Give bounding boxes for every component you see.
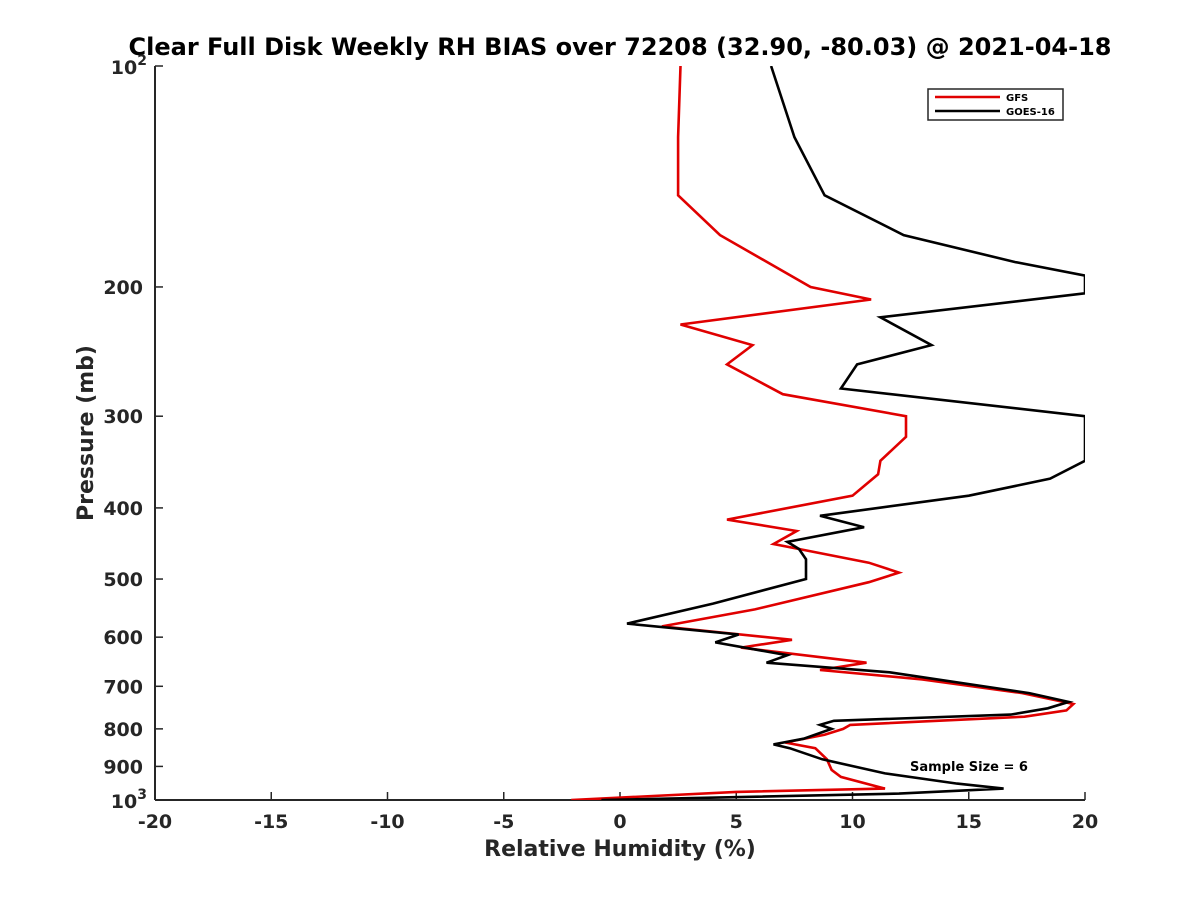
y-axis-label: Pressure (mb) <box>74 345 99 521</box>
y-tick-label: 200 <box>103 277 143 299</box>
plot-frame <box>154 66 1085 801</box>
series-line-goes-16 <box>601 66 1085 800</box>
y-tick-label-base: 10 <box>111 791 137 813</box>
chart-title: Clear Full Disk Weekly RH BIAS over 7220… <box>129 33 1112 61</box>
x-tick-label: 20 <box>1072 811 1098 833</box>
series-line-gfs <box>571 66 1077 800</box>
x-tick-label: 5 <box>730 811 743 833</box>
x-axis-ticks: -20 -15 -10 -5 0 5 10 15 20 <box>138 792 1098 833</box>
y-tick-label: 800 <box>103 719 143 741</box>
legend-box <box>927 88 1064 121</box>
legend-label-gfs: GFS <box>1006 93 1028 104</box>
y-tick-label: 300 <box>103 406 143 428</box>
y-tick-label: 700 <box>103 676 143 698</box>
y-tick-label-exponent: 2 <box>137 53 147 69</box>
x-tick-label: -15 <box>254 811 288 833</box>
y-tick-label: 900 <box>103 756 143 778</box>
y-tick-label-base: 10 <box>111 57 137 79</box>
legend-label-goes-16: GOES-16 <box>1006 107 1055 118</box>
x-axis-label: Relative Humidity (%) <box>484 837 756 862</box>
y-tick-label: 102 <box>111 53 147 79</box>
y-tick-label-exponent: 3 <box>137 787 147 803</box>
y-tick-label: 103 <box>111 787 147 813</box>
x-tick-label: 0 <box>613 811 626 833</box>
x-tick-label: -20 <box>138 811 172 833</box>
x-tick-label: 10 <box>839 811 865 833</box>
legend: GFS GOES-16 <box>927 88 1064 121</box>
sample-size-annotation: Sample Size = 6 <box>910 760 1028 775</box>
y-tick-label: 500 <box>103 569 143 591</box>
y-tick-label: 400 <box>103 498 143 520</box>
x-tick-label: 15 <box>956 811 982 833</box>
series-layer <box>571 66 1085 800</box>
y-tick-label: 600 <box>103 627 143 649</box>
x-tick-label: -10 <box>370 811 404 833</box>
x-tick-label: -5 <box>493 811 514 833</box>
